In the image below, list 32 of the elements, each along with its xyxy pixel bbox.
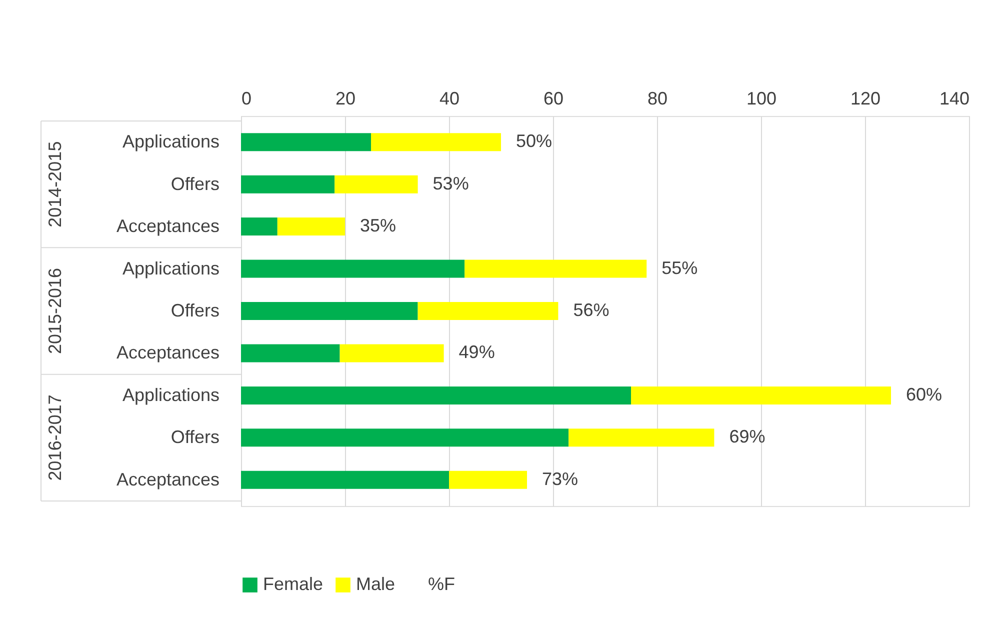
legend-label: Female: [263, 574, 324, 594]
text: 69%: [729, 426, 766, 447]
x-tick-label: 40: [439, 88, 460, 108]
text: 2014-2015: [45, 141, 65, 228]
y-tick-label: Acceptances: [116, 342, 220, 363]
text: 2016-2017: [45, 394, 65, 481]
text: 49%: [458, 342, 495, 362]
text: %F: [428, 574, 456, 594]
text: 53%: [432, 173, 469, 194]
legend-label: Male: [356, 574, 396, 594]
text: 56%: [573, 300, 610, 320]
x-tick-label: 60: [543, 88, 564, 108]
x-tick-label: 0: [242, 88, 252, 108]
text: 73%: [542, 468, 578, 489]
x-tick-label: 20: [335, 88, 356, 108]
x-tick-label: 100: [746, 88, 777, 108]
x-tick-label: 120: [850, 88, 881, 108]
y-tick-label: Offers: [170, 174, 220, 194]
y-tick-label: Acceptances: [116, 469, 220, 490]
y-tick-label: Offers: [170, 300, 220, 320]
y-tick-label: Offers: [170, 427, 220, 448]
x-tick-label: 140: [939, 88, 970, 108]
text: 50%: [516, 131, 552, 152]
text: 60%: [906, 384, 942, 404]
y-tick-label: Applications: [122, 258, 220, 278]
y-tick-label: Applications: [122, 384, 220, 405]
text: 35%: [360, 216, 396, 236]
y-tick-label: Acceptances: [116, 216, 220, 236]
text: 55%: [662, 258, 698, 278]
text: 2015-2016: [45, 268, 65, 354]
y-tick-label: Applications: [122, 132, 220, 152]
x-tick-label: 80: [647, 88, 668, 108]
